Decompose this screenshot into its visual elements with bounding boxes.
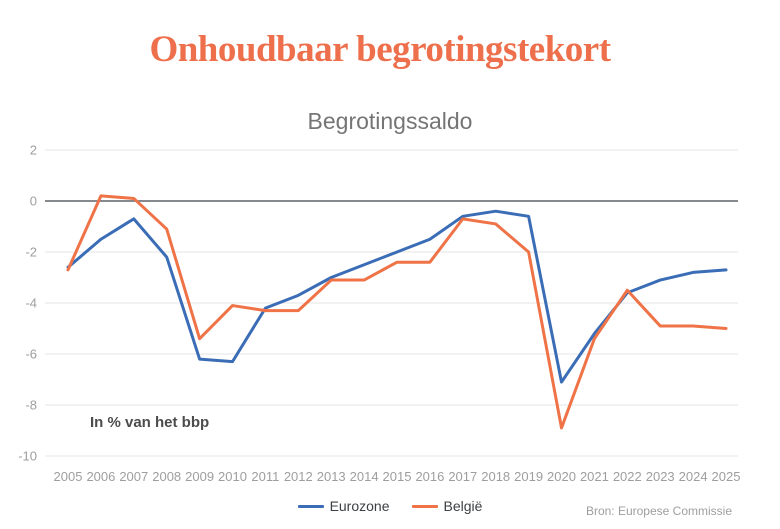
x-axis-tick-label: 2013 <box>317 469 346 484</box>
y-axis-tick-label: -6 <box>25 347 37 362</box>
x-axis-tick-label: 2019 <box>514 469 543 484</box>
series-line-belgië <box>66 194 728 430</box>
x-axis-tick-label: 2006 <box>86 469 115 484</box>
y-axis-tick-label: 0 <box>30 194 37 209</box>
y-axis-tick-label: -4 <box>25 296 37 311</box>
x-axis-tick-label: 2022 <box>613 469 642 484</box>
x-axis-tick-label: 2016 <box>415 469 444 484</box>
series-line-eurozone <box>66 209 728 384</box>
y-axis-tick-label: -10 <box>18 449 37 464</box>
x-axis-tick-label: 2023 <box>646 469 675 484</box>
x-axis-tick-label: 2008 <box>152 469 181 484</box>
x-axis-tick-label: 2010 <box>218 469 247 484</box>
source-attribution: Bron: Europese Commissie <box>585 504 732 518</box>
x-axis-tick-label: 2009 <box>185 469 214 484</box>
x-axis-tick-label: 2015 <box>383 469 412 484</box>
x-axis-tick-label: 2018 <box>481 469 510 484</box>
chart-legend: Eurozone België <box>0 498 780 514</box>
page-title: Onhoudbaar begrotingstekort <box>149 29 611 70</box>
legend-item-belgie: België <box>411 498 483 514</box>
y-axis-tick-label: -8 <box>25 398 37 413</box>
legend-label-eurozone: Eurozone <box>329 498 390 514</box>
y-axis-tick-label: -2 <box>25 245 37 260</box>
legend-item-eurozone: Eurozone <box>297 498 390 514</box>
x-axis-tick-label: 2025 <box>712 469 741 484</box>
x-axis-tick-label: 2017 <box>448 469 477 484</box>
unit-annotation: In % van het bbp <box>90 414 210 431</box>
x-axis-tick-label: 2012 <box>284 469 313 484</box>
x-axis-tick-label: 2020 <box>547 469 576 484</box>
x-axis-tick-label: 2011 <box>251 469 279 484</box>
x-axis-tick-label: 2005 <box>54 469 83 484</box>
belgie-line-swatch <box>411 504 438 508</box>
x-axis-tick-label: 2007 <box>119 469 148 484</box>
legend-label-belgie: België <box>443 498 483 514</box>
chart-title: Begrotingssaldo <box>307 108 473 134</box>
x-axis-tick-label: 2024 <box>679 469 708 484</box>
x-axis-tick-label: 2014 <box>350 469 379 484</box>
eurozone-line-swatch <box>297 504 324 508</box>
y-axis-tick-label: 2 <box>30 143 37 158</box>
x-axis-tick-label: 2021 <box>580 469 609 484</box>
